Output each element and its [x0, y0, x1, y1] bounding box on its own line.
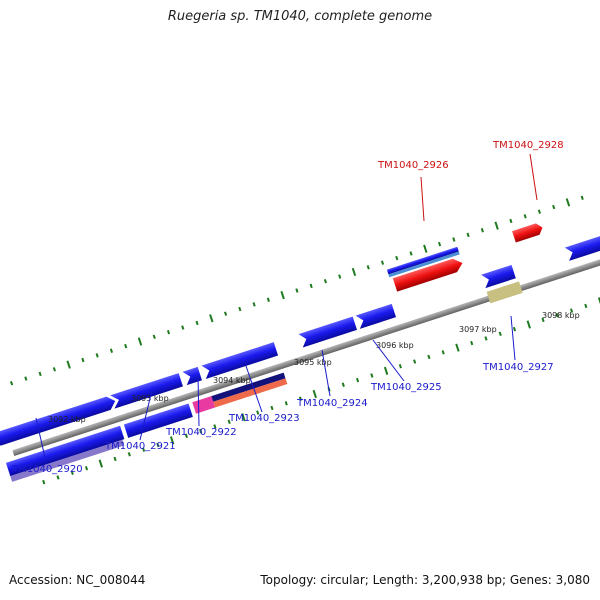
gene-arrow [0, 396, 116, 446]
gene-label-TM1040_2922: TM1040_2922 [165, 427, 237, 438]
gene-arrow [201, 342, 279, 379]
genome-backbone [12, 252, 600, 456]
upper-tick-track [10, 195, 584, 386]
kbp-label: 3097 kbp [459, 325, 497, 334]
gene-label-TM1040_2923: TM1040_2923 [228, 413, 300, 424]
gene-label-TM1040_2921: TM1040_2921 [104, 441, 176, 452]
leader-lines [35, 153, 538, 463]
gene-arrow [298, 316, 358, 348]
kbp-label: 3095 kbp [294, 358, 332, 367]
reverse-genes [5, 372, 288, 482]
gene-arrow [110, 373, 183, 409]
gene-label-TM1040_2924: TM1040_2924 [296, 398, 368, 409]
gene-label-TM1040_2920: TM1040_2920 [11, 464, 83, 475]
gene-label-TM1040_2925: TM1040_2925 [370, 382, 442, 393]
genome-stats-text: Topology: circular; Length: 3,200,938 bp… [260, 573, 590, 587]
gene-arrow [481, 264, 516, 289]
highlight-genes [386, 223, 543, 304]
gene-label-TM1040_2927: TM1040_2927 [482, 362, 554, 373]
map-title: Ruegeria sp. TM1040, complete genome [167, 9, 433, 24]
kbp-label: 3094 kbp [213, 376, 251, 385]
kbp-label: 3098 kbp [542, 311, 580, 320]
forward-genes [0, 228, 600, 446]
accession-text: Accession: NC_008044 [9, 573, 146, 587]
gene-arrow [564, 228, 600, 261]
gene-label-TM1040_2928: TM1040_2928 [492, 140, 564, 151]
gene-arrow [182, 366, 202, 386]
kbp-label: 3096 kbp [376, 341, 414, 350]
gene-arrow [355, 303, 397, 329]
lower-tick-track [42, 297, 600, 485]
gene-label-TM1040_2926: TM1040_2926 [377, 160, 449, 171]
gene-labels: TM1040_2926 TM1040_2928 TM1040_2920 TM10… [11, 140, 564, 475]
kbp-label: 3092 kbp [48, 415, 86, 424]
